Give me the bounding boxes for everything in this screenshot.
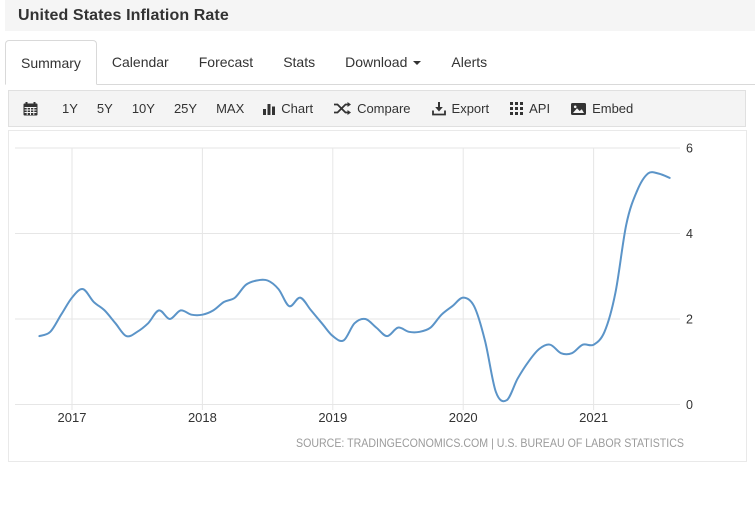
tab-summary[interactable]: Summary xyxy=(5,40,97,85)
chart-panel: 0 2 4 6 2017 2018 2019 2020 2021 SOURCE: TRADINGE… xyxy=(8,130,747,462)
api-grid-icon xyxy=(510,102,524,115)
inflation-series-line xyxy=(38,171,671,403)
chart-type-label: Chart xyxy=(281,101,314,116)
x-axis-labels: 2017 2018 2019 2020 2021 xyxy=(58,410,609,425)
range-5y-button[interactable]: 5Y xyxy=(97,101,113,116)
x-tick-label: 2020 xyxy=(449,410,478,425)
range-10y-button[interactable]: 10Y xyxy=(132,101,155,116)
range-5y-label: 5Y xyxy=(96,101,113,116)
y-tick-label: 4 xyxy=(686,227,693,241)
embed-button[interactable]: Embed xyxy=(571,101,633,116)
tab-bar: Summary Calendar Forecast Stats Download… xyxy=(5,40,755,85)
compare-label: Compare xyxy=(357,101,411,116)
chevron-down-icon xyxy=(413,61,422,65)
tab-stats[interactable]: Stats xyxy=(268,40,330,84)
x-tick-label: 2018 xyxy=(188,410,217,425)
range-1y-button[interactable]: 1Y xyxy=(62,101,78,116)
inflation-line-chart[interactable]: 0 2 4 6 2017 2018 2019 2020 2021 SOURCE: TRADINGE… xyxy=(9,131,746,461)
range-1y-label: 1Y xyxy=(62,101,78,116)
tab-forecast-label: Forecast xyxy=(198,54,254,70)
x-tick-label: 2021 xyxy=(579,410,608,425)
embed-image-icon xyxy=(571,102,587,115)
compare-shuffle-icon xyxy=(334,102,352,115)
calendar-date-range-button[interactable] xyxy=(23,101,44,116)
range-max-button[interactable]: MAX xyxy=(216,101,244,116)
y-tick-label: 2 xyxy=(686,313,693,327)
chart-gridlines xyxy=(15,147,680,410)
y-axis-labels: 0 2 4 6 xyxy=(686,142,693,413)
tab-stats-label: Stats xyxy=(283,54,316,70)
page-title: United States Inflation Rate xyxy=(18,6,229,24)
y-tick-label: 0 xyxy=(686,398,693,412)
compare-button[interactable]: Compare xyxy=(334,101,411,116)
chart-source-note: SOURCE: TRADINGECONOMICS.COM | U.S. BURE… xyxy=(296,436,684,450)
chart-toolbar: 1Y 5Y 10Y 25Y MAX Chart xyxy=(8,90,746,127)
export-download-icon xyxy=(431,101,446,116)
api-button[interactable]: API xyxy=(510,101,550,116)
tab-alerts-label: Alerts xyxy=(451,54,488,70)
range-25y-button[interactable]: 25Y xyxy=(174,101,197,116)
range-25y-label: 25Y xyxy=(173,101,198,116)
range-max-label: MAX xyxy=(216,101,245,116)
calendar-icon xyxy=(23,101,38,116)
export-label: Export xyxy=(451,101,490,116)
x-tick-label: 2017 xyxy=(58,410,87,425)
export-button[interactable]: Export xyxy=(431,101,490,116)
embed-label: Embed xyxy=(592,101,634,116)
tab-download[interactable]: Download xyxy=(330,40,436,84)
tab-summary-label: Summary xyxy=(21,54,81,71)
range-10y-label: 10Y xyxy=(131,101,155,116)
bar-chart-icon xyxy=(263,102,276,115)
api-label: API xyxy=(529,101,551,116)
chart-type-button[interactable]: Chart xyxy=(263,101,313,116)
y-tick-label: 6 xyxy=(686,142,693,156)
tab-download-label: Download xyxy=(345,54,408,70)
tab-alerts[interactable]: Alerts xyxy=(436,40,502,84)
page-header: United States Inflation Rate xyxy=(5,0,755,31)
tab-calendar[interactable]: Calendar xyxy=(97,40,184,84)
tab-forecast[interactable]: Forecast xyxy=(184,40,268,84)
tab-calendar-label: Calendar xyxy=(111,54,169,70)
x-tick-label: 2019 xyxy=(318,410,347,425)
